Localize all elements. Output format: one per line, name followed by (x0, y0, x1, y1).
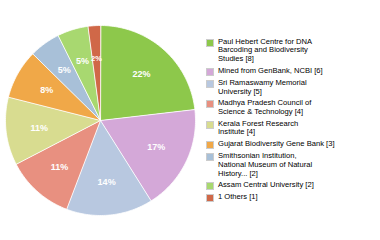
html-text:Madhya Pradesh Council of Scie: Madhya Pradesh Council of Science & Tech… (218, 98, 312, 116)
html-text:1 Others [1]: 1 Others [1] (218, 192, 258, 202)
svg-text:11%: 11% (51, 161, 69, 171)
svg-text:17%: 17% (147, 142, 165, 152)
svg-text:5%: 5% (58, 65, 71, 75)
html-text:Kerala Forest Research Institu: Kerala Forest Research Institute [4] (218, 118, 299, 137)
svg-text:22%: 22% (133, 69, 151, 79)
svg-text:5%: 5% (76, 56, 89, 66)
html-text:Assam Central University [2]: Assam Central University [2] (218, 180, 314, 190)
html-text:Gujarat Biodiversity Gene Bank: Gujarat Biodiversity Gene Bank [3] (218, 139, 335, 149)
html-text:Mined from GenBank, NCBI [6]: Mined from GenBank, NCBI [6] (218, 65, 323, 75)
svg-text:8%: 8% (40, 85, 53, 95)
html-text:Smithsonian Institution, Natio: Smithsonian Institution, National Museum… (218, 151, 313, 178)
html-text:Paul Hebert Centre for DNA Bar: Paul Hebert Centre for DNA Barcoding and… (218, 36, 313, 64)
html-text:Sri Ramaswamy Memorial Univers: Sri Ramaswamy Memorial University [5] (218, 77, 307, 96)
svg-text:2%: 2% (91, 54, 102, 63)
svg-text:14%: 14% (98, 177, 116, 187)
svg-text:11%: 11% (30, 123, 48, 133)
